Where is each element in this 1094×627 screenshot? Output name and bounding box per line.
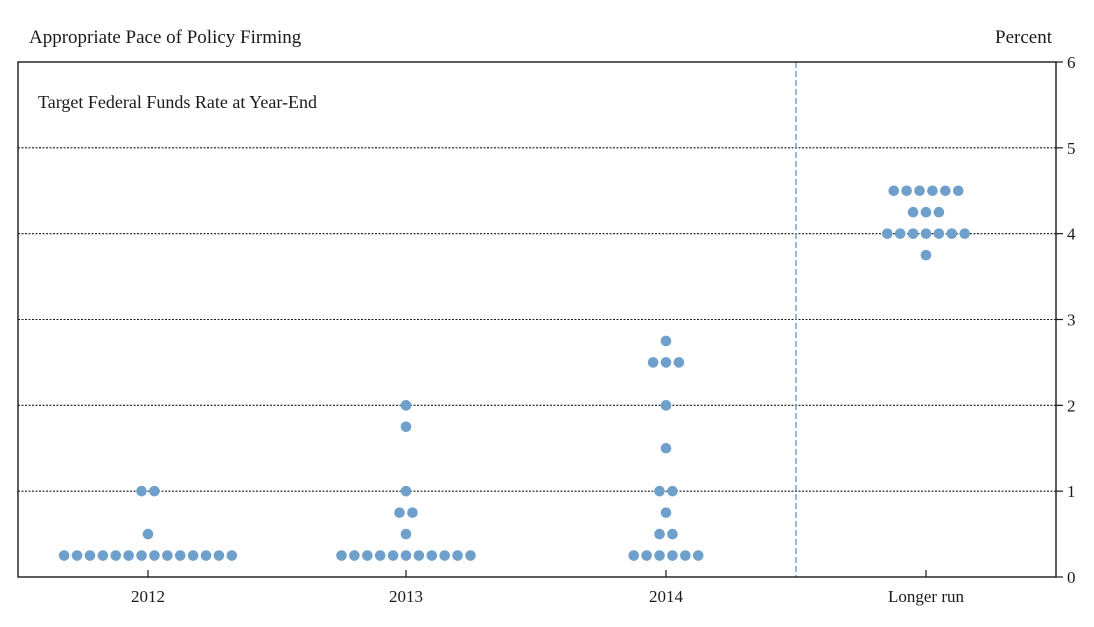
dot-point <box>946 228 958 239</box>
y-tick-label: 2 <box>1067 396 1076 415</box>
y-tick-label: 5 <box>1067 139 1076 158</box>
dot-point <box>400 485 412 497</box>
dot-point <box>933 206 945 218</box>
dot-point <box>136 550 147 561</box>
x-tick-label: Longer run <box>888 587 965 606</box>
dot-point <box>927 185 938 197</box>
dot-point <box>940 185 951 197</box>
dot-point <box>149 550 160 561</box>
dot-point <box>413 550 425 561</box>
dot-point <box>362 550 373 561</box>
dot-point <box>400 528 412 540</box>
dot-point <box>647 357 659 368</box>
y-tick-label: 6 <box>1067 53 1076 72</box>
x-tick-label: 2012 <box>131 587 165 606</box>
dot-point <box>920 249 932 261</box>
y-tick-label: 4 <box>1067 225 1076 244</box>
y-tick-label: 0 <box>1067 568 1076 587</box>
figure-title: Appropriate Pace of Policy Firming <box>29 27 302 48</box>
chart-subtitle: Target Federal Funds Rate at Year-End <box>38 92 317 112</box>
dot-point <box>136 485 147 497</box>
dot-point <box>71 550 83 561</box>
dot-point <box>439 550 451 561</box>
dot-point <box>187 550 199 561</box>
dot-point <box>660 335 672 347</box>
y-tick-label: 1 <box>1067 482 1076 501</box>
dot-point <box>667 550 678 561</box>
dot-point <box>110 550 122 561</box>
dots <box>58 185 970 561</box>
dot-point <box>673 357 685 368</box>
dot-point <box>641 550 652 561</box>
x-tick-label: 2013 <box>389 587 423 606</box>
dot-point <box>680 550 691 561</box>
dot-point <box>200 550 212 561</box>
axis-ticks: 0 1 2 3 4 5 6 2012 2013 2014 Longer run <box>131 53 1076 606</box>
dot-point <box>901 185 912 197</box>
dot-point <box>84 550 96 561</box>
dot-point <box>660 507 672 518</box>
dot-point <box>426 550 438 561</box>
dot-point <box>336 550 347 561</box>
dot-point <box>400 400 412 411</box>
gridlines <box>18 147 1056 492</box>
dot-point <box>400 421 412 433</box>
dot-point <box>660 442 672 454</box>
y-tick-label: 3 <box>1067 311 1076 330</box>
dot-point <box>97 550 109 561</box>
dot-point <box>174 550 186 561</box>
dot-point <box>374 550 386 561</box>
dot-point <box>226 550 238 561</box>
dot-point <box>407 507 418 518</box>
dot-point <box>628 550 640 561</box>
dot-point <box>920 228 932 239</box>
dot-point <box>654 550 665 561</box>
dot-point <box>882 228 893 239</box>
dot-point <box>654 485 665 497</box>
dot-point <box>162 550 173 561</box>
dot-point <box>349 550 360 561</box>
dot-point <box>667 528 678 540</box>
y-axis-unit-label: Percent <box>995 27 1052 48</box>
dot-point <box>452 550 463 561</box>
dot-point <box>142 528 154 540</box>
dot-point <box>920 206 932 218</box>
dot-point <box>660 357 672 368</box>
dot-point <box>692 550 704 561</box>
dot-point <box>894 228 906 239</box>
dot-point <box>888 185 900 197</box>
dot-point <box>907 228 919 239</box>
dot-point <box>213 550 225 561</box>
dot-point <box>654 528 665 540</box>
x-tick-label: 2014 <box>649 587 684 606</box>
dot-point <box>387 550 399 561</box>
dot-point <box>400 550 412 561</box>
dot-point <box>660 400 672 411</box>
dot-point <box>933 228 945 239</box>
dot-point <box>394 507 405 518</box>
dot-point <box>58 550 70 561</box>
dot-point <box>907 206 919 218</box>
dot-point <box>667 485 678 497</box>
dot-point <box>465 550 476 561</box>
dot-point <box>123 550 134 561</box>
dot-point <box>149 485 160 497</box>
dot-point <box>914 185 925 197</box>
dot-point <box>952 185 964 197</box>
dot-point <box>959 228 970 239</box>
